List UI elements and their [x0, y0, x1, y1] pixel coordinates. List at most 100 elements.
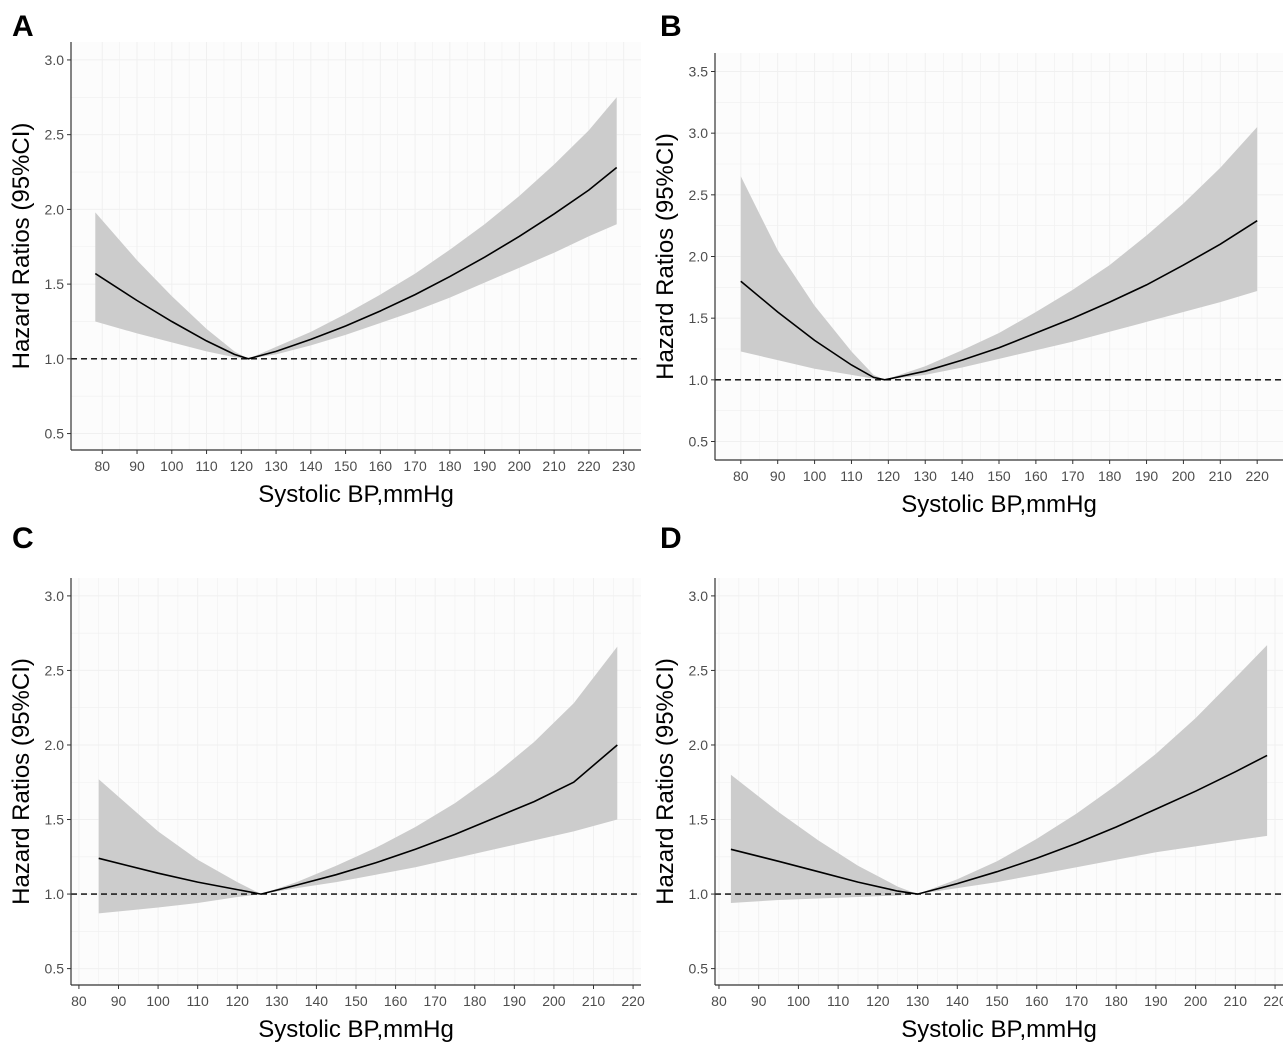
x-tick-label: 140 — [946, 993, 970, 1009]
x-tick-label: 140 — [305, 993, 329, 1009]
x-tick-label: 220 — [1263, 993, 1283, 1009]
x-tick-label: 130 — [914, 468, 938, 484]
x-tick-label: 160 — [384, 993, 408, 1009]
y-tick-label: 1.0 — [689, 886, 709, 902]
hazard-ratio-line — [730, 754, 1268, 895]
panel-letter: B — [660, 10, 682, 43]
y-tick-label: 1.0 — [689, 372, 709, 388]
y-axis-title: Hazard Ratios (95%CI) — [652, 658, 679, 905]
x-tick-label: 160 — [1025, 993, 1049, 1009]
x-tick-label: 160 — [1024, 468, 1048, 484]
x-tick-label: 210 — [1209, 468, 1233, 484]
y-axis-title: Hazard Ratios (95%CI) — [652, 133, 679, 380]
y-tick-label: 2.5 — [45, 127, 65, 143]
panel-letter: A — [12, 10, 34, 43]
confidence-band — [730, 645, 1268, 903]
x-tick-label: 80 — [711, 993, 727, 1009]
y-tick-label: 2.0 — [689, 737, 709, 753]
y-tick-label: 2.0 — [45, 737, 65, 753]
x-tick-label: 210 — [542, 458, 566, 474]
chart-panel-b: 0.5 1.0 1.5 2.0 2.5 3.0 3.5 80 90 100 110 120 130 140… — [652, 10, 1283, 518]
x-tick-label: 150 — [985, 993, 1009, 1009]
x-tick-label: 100 — [146, 993, 170, 1009]
y-tick-label: 2.0 — [45, 201, 65, 217]
x-tick-label: 180 — [463, 993, 487, 1009]
x-tick-label: 180 — [438, 458, 462, 474]
x-tick-label: 220 — [577, 458, 601, 474]
panel-letter: C — [12, 522, 34, 555]
x-tick-label: 80 — [71, 993, 87, 1009]
x-tick-label: 220 — [1246, 468, 1270, 484]
x-tick-label: 160 — [369, 458, 393, 474]
chart-panel-d: 0.5 1.0 1.5 2.0 2.5 3.0 80 90 100 110 120 130 140 150… — [652, 522, 1283, 1042]
x-tick-label: 150 — [987, 468, 1011, 484]
y-tick-label: 3.0 — [45, 52, 65, 68]
y-tick-label: 2.0 — [689, 249, 709, 265]
y-tick-label: 3.0 — [45, 588, 65, 604]
x-tick-label: 190 — [473, 458, 497, 474]
confidence-band — [98, 646, 618, 914]
x-tick-label: 190 — [1135, 468, 1159, 484]
hazard-ratio-line — [98, 744, 618, 895]
x-tick-label: 170 — [1061, 468, 1085, 484]
y-tick-label: 1.0 — [45, 351, 65, 367]
x-tick-label: 170 — [423, 993, 447, 1009]
x-tick-label: 110 — [195, 458, 218, 474]
y-tick-label: 3.0 — [689, 125, 709, 141]
hazard-ratio-line — [740, 220, 1258, 381]
y-tick-label: 0.5 — [689, 434, 709, 450]
y-tick-label: 1.5 — [45, 812, 65, 828]
y-tick-label: 3.0 — [689, 588, 709, 604]
x-tick-label: 190 — [1144, 993, 1168, 1009]
x-tick-label: 170 — [403, 458, 427, 474]
y-tick-label: 2.5 — [689, 662, 709, 678]
panel-letter: D — [660, 522, 682, 555]
x-tick-label: 140 — [950, 468, 974, 484]
x-tick-label: 90 — [129, 458, 145, 474]
x-tick-label: 210 — [1224, 993, 1248, 1009]
x-tick-label: 170 — [1065, 993, 1089, 1009]
x-tick-label: 80 — [733, 468, 749, 484]
x-tick-label: 90 — [770, 468, 786, 484]
x-tick-label: 90 — [111, 993, 127, 1009]
confidence-band — [95, 97, 617, 359]
y-tick-label: 1.5 — [689, 812, 709, 828]
y-tick-label: 2.5 — [45, 662, 65, 678]
x-tick-label: 90 — [751, 993, 767, 1009]
x-tick-label: 120 — [866, 993, 890, 1009]
x-axis-title: Systolic BP,mmHg — [258, 481, 454, 508]
x-tick-label: 110 — [827, 993, 850, 1009]
x-tick-label: 100 — [803, 468, 827, 484]
x-tick-label: 120 — [226, 993, 250, 1009]
x-tick-label: 130 — [264, 458, 288, 474]
y-tick-label: 1.5 — [45, 276, 65, 292]
x-tick-label: 100 — [787, 993, 811, 1009]
x-tick-label: 180 — [1104, 993, 1128, 1009]
x-tick-label: 150 — [344, 993, 368, 1009]
chart-panel-c: 0.5 1.0 1.5 2.0 2.5 3.0 80 90 100 110 120 130 140 150… — [8, 522, 645, 1042]
x-tick-label: 110 — [840, 468, 863, 484]
y-tick-label: 0.5 — [689, 961, 709, 977]
x-tick-label: 220 — [621, 993, 645, 1009]
x-tick-label: 200 — [1172, 468, 1196, 484]
x-tick-label: 150 — [334, 458, 358, 474]
x-tick-label: 130 — [906, 993, 930, 1009]
y-axis-title: Hazard Ratios (95%CI) — [8, 123, 35, 370]
x-tick-label: 200 — [1184, 993, 1208, 1009]
x-tick-label: 100 — [160, 458, 184, 474]
x-tick-label: 120 — [877, 468, 901, 484]
y-tick-label: 0.5 — [45, 426, 65, 442]
y-tick-label: 2.5 — [689, 187, 709, 203]
x-tick-label: 80 — [94, 458, 110, 474]
x-tick-label: 110 — [187, 993, 210, 1009]
x-tick-label: 190 — [503, 993, 527, 1009]
x-tick-label: 180 — [1098, 468, 1122, 484]
hazard-ratio-line — [94, 166, 618, 360]
y-tick-label: 1.5 — [689, 310, 709, 326]
x-axis-title: Systolic BP,mmHg — [901, 491, 1097, 518]
y-tick-label: 1.0 — [45, 886, 65, 902]
x-tick-label: 210 — [582, 993, 606, 1009]
x-tick-label: 200 — [542, 993, 566, 1009]
x-axis-title: Systolic BP,mmHg — [901, 1016, 1097, 1042]
